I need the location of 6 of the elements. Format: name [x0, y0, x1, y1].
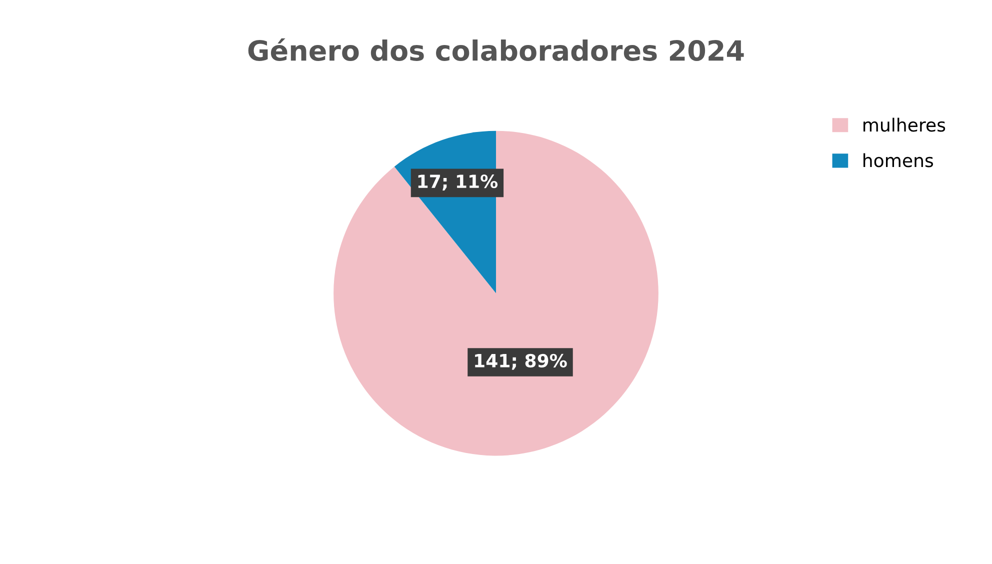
- data-label: 141; 89%: [475, 354, 567, 370]
- chart-title: Género dos colaboradores 2024: [248, 38, 744, 61]
- legend-label: homens: [864, 153, 934, 168]
- data-label: 17; 11%: [418, 174, 498, 190]
- legend-label: mulheres: [864, 118, 946, 132]
- pie-slice: [334, 130, 658, 456]
